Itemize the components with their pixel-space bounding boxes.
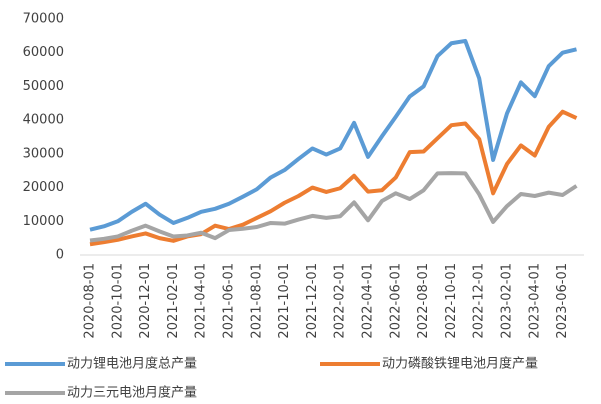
x-tick-label: 2021-06-01 (222, 263, 237, 339)
y-tick-label: 60000 (23, 45, 64, 60)
y-tick-label: 70000 (23, 12, 64, 27)
x-tick-label: 2021-04-01 (194, 263, 209, 339)
x-tick-label: 2022-02-01 (333, 263, 348, 339)
legend-label: 动力锂电池月度总产量 (67, 356, 197, 372)
x-tick-label: 2021-12-01 (305, 263, 320, 339)
x-tick-label: 2020-08-01 (83, 263, 98, 339)
x-tick-label: 2022-04-01 (361, 263, 376, 339)
x-tick-label: 2022-06-01 (388, 263, 403, 339)
series-line (89, 38, 577, 232)
x-tick-label: 2020-12-01 (138, 263, 153, 339)
x-tick-label: 2021-02-01 (166, 263, 181, 339)
legend-label: 动力三元电池月度产量 (67, 385, 197, 401)
x-tick-label: 2023-02-01 (500, 263, 515, 339)
series-line (89, 171, 578, 243)
x-tick-label: 2022-12-01 (472, 263, 487, 339)
series-line (89, 109, 578, 247)
x-tick-label: 2020-10-01 (110, 263, 125, 339)
y-tick-label: 20000 (23, 180, 64, 195)
y-tick-label: 10000 (23, 214, 64, 229)
y-tick-label: 50000 (23, 79, 64, 94)
legend-label: 动力磷酸铁锂电池月度产量 (382, 356, 538, 372)
x-tick-label: 2021-10-01 (277, 263, 292, 339)
y-tick-label: 40000 (23, 113, 64, 128)
x-tick-label: 2023-06-01 (555, 263, 570, 339)
x-tick-label: 2023-04-01 (527, 263, 542, 339)
x-tick-label: 2022-10-01 (444, 263, 459, 339)
x-tick-label: 2022-08-01 (416, 263, 431, 339)
y-tick-label: 30000 (23, 146, 64, 161)
x-tick-label: 2021-08-01 (249, 263, 264, 339)
y-tick-label: 0 (56, 248, 64, 263)
